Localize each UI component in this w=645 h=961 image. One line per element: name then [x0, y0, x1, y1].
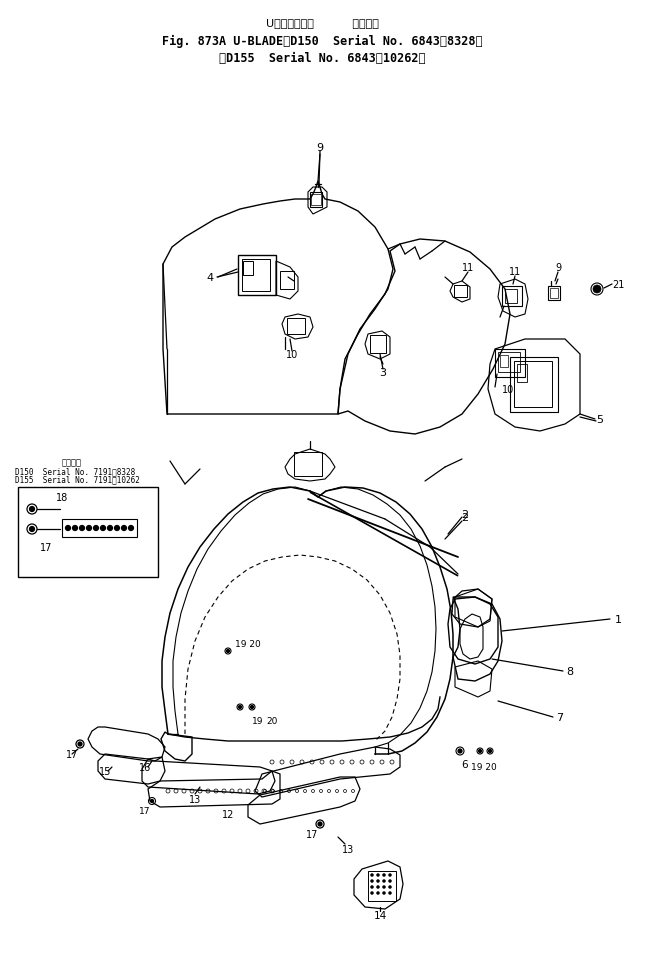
Circle shape: [377, 879, 379, 882]
Text: 6: 6: [462, 759, 468, 769]
Circle shape: [382, 874, 386, 876]
Text: （D155  Serial No. 6843～10262）: （D155 Serial No. 6843～10262）: [219, 52, 425, 65]
Bar: [510, 357, 558, 412]
Text: 17: 17: [40, 542, 52, 553]
Circle shape: [388, 879, 392, 882]
Bar: [502, 286, 522, 307]
Bar: [368, 871, 396, 901]
Text: 17: 17: [139, 806, 151, 816]
Circle shape: [388, 892, 392, 895]
Text: 13: 13: [342, 844, 354, 854]
Bar: [514, 361, 552, 407]
Circle shape: [115, 526, 119, 530]
Bar: [18, 487, 158, 578]
Circle shape: [239, 705, 241, 709]
Text: 17: 17: [306, 829, 318, 839]
Text: 14: 14: [373, 910, 386, 920]
Bar: [454, 285, 467, 298]
Bar: [370, 335, 386, 354]
Circle shape: [226, 650, 230, 653]
Bar: [62, 520, 137, 537]
Text: 15: 15: [99, 766, 111, 776]
Circle shape: [488, 750, 491, 752]
Circle shape: [150, 800, 154, 802]
Bar: [238, 256, 276, 296]
Circle shape: [377, 892, 379, 895]
Text: 3: 3: [379, 368, 386, 378]
Text: Fig. 873A U-BLADE（D150  Serial No. 6843～8328）: Fig. 873A U-BLADE（D150 Serial No. 6843～8…: [162, 35, 482, 48]
Circle shape: [479, 750, 482, 752]
Bar: [287, 319, 305, 334]
Bar: [242, 259, 270, 292]
Circle shape: [370, 879, 373, 882]
Circle shape: [382, 892, 386, 895]
Bar: [311, 195, 321, 206]
Circle shape: [79, 526, 84, 530]
Bar: [310, 193, 322, 208]
Text: 8: 8: [566, 666, 573, 677]
Text: D155  Serial No. 7191～10262: D155 Serial No. 7191～10262: [15, 475, 140, 484]
Text: 20: 20: [266, 717, 278, 726]
Circle shape: [382, 879, 386, 882]
Circle shape: [250, 705, 253, 709]
Circle shape: [458, 750, 462, 753]
Text: 適用号機: 適用号機: [62, 458, 82, 467]
Text: 9: 9: [555, 262, 561, 273]
Text: 18: 18: [56, 492, 68, 503]
Text: 11: 11: [462, 262, 474, 273]
Circle shape: [108, 526, 112, 530]
Circle shape: [78, 742, 82, 747]
Circle shape: [377, 874, 379, 876]
Circle shape: [388, 886, 392, 889]
Circle shape: [94, 526, 99, 530]
Text: 19: 19: [252, 717, 264, 726]
Text: 5: 5: [597, 414, 604, 425]
Text: 2: 2: [461, 509, 468, 520]
Bar: [294, 453, 322, 477]
Circle shape: [66, 526, 70, 530]
Text: 4: 4: [206, 273, 213, 283]
Bar: [505, 289, 517, 304]
Text: U・ブレード（           適用号機: U・ブレード（ 適用号機: [266, 18, 379, 28]
Bar: [280, 272, 294, 289]
Text: 11: 11: [509, 267, 521, 277]
Bar: [550, 288, 558, 299]
Text: 1: 1: [615, 614, 622, 625]
Text: 10: 10: [502, 384, 514, 395]
Bar: [500, 356, 508, 368]
Text: 17: 17: [66, 750, 78, 759]
Circle shape: [86, 526, 92, 530]
Circle shape: [382, 886, 386, 889]
Text: 2: 2: [461, 512, 468, 523]
Circle shape: [370, 874, 373, 876]
Text: 19 20: 19 20: [235, 640, 261, 649]
Text: 19 20: 19 20: [471, 763, 497, 772]
Bar: [498, 353, 520, 373]
Circle shape: [121, 526, 126, 530]
Circle shape: [30, 527, 34, 532]
Circle shape: [370, 892, 373, 895]
Circle shape: [593, 285, 601, 294]
Bar: [517, 364, 527, 382]
Text: D150  Serial No. 7191～8328: D150 Serial No. 7191～8328: [15, 467, 135, 476]
Bar: [243, 261, 253, 276]
Circle shape: [370, 886, 373, 889]
Text: 16: 16: [139, 762, 151, 773]
Text: 9: 9: [317, 143, 324, 153]
Text: 7: 7: [557, 712, 564, 723]
Circle shape: [72, 526, 77, 530]
Circle shape: [388, 874, 392, 876]
Circle shape: [30, 507, 34, 512]
Text: 21: 21: [612, 280, 624, 289]
Text: 10: 10: [286, 350, 298, 359]
Text: 13: 13: [189, 794, 201, 804]
Bar: [495, 350, 525, 378]
Circle shape: [377, 886, 379, 889]
Bar: [548, 286, 560, 301]
Text: 12: 12: [222, 809, 234, 819]
Circle shape: [318, 823, 322, 826]
Circle shape: [101, 526, 106, 530]
Circle shape: [128, 526, 134, 530]
